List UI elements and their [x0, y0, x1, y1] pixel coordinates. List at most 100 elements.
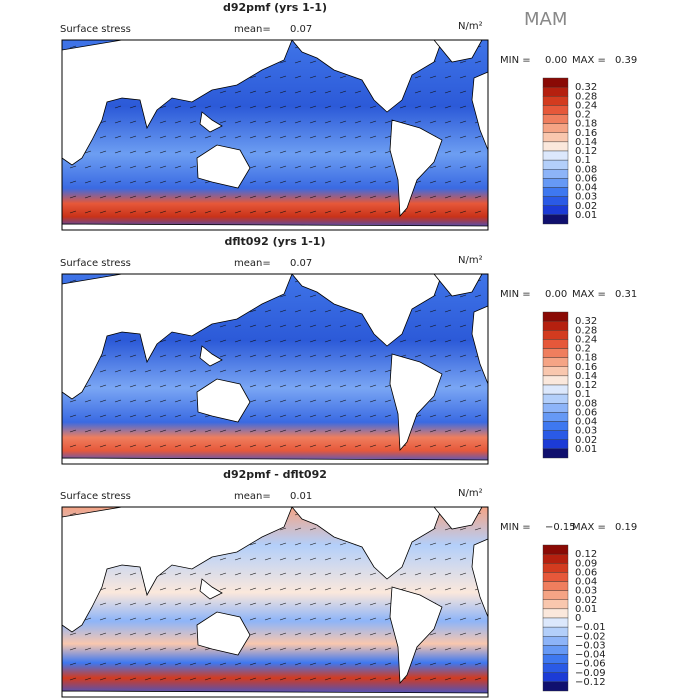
wind-vector: [354, 120, 362, 124]
wind-vector: [354, 195, 362, 199]
units: N/m²: [458, 488, 483, 499]
wind-vector: [204, 602, 212, 606]
wind-vector: [99, 399, 107, 403]
wind-vector: [189, 210, 197, 214]
wind-vector: [459, 429, 467, 433]
map: [61, 273, 489, 465]
wind-vector: [144, 647, 152, 651]
wind-vector: [309, 75, 317, 79]
wind-vector: [264, 105, 272, 109]
wind-vector: [339, 444, 347, 448]
wind-vector: [159, 210, 167, 214]
wind-vector: [444, 662, 452, 666]
wind-vector: [369, 180, 377, 184]
wind-vector: [324, 542, 332, 546]
wind-vector: [234, 602, 242, 606]
colorbar-swatch: [542, 205, 569, 216]
wind-vector: [444, 105, 452, 109]
wind-vector: [414, 210, 422, 214]
wind-vector: [114, 120, 122, 124]
colorbar-label: 0.03: [575, 586, 597, 597]
wind-vector: [219, 135, 227, 139]
wind-vector: [309, 384, 317, 388]
colorbar-label: 0.08: [575, 164, 597, 175]
colorbar-label: 0.06: [575, 567, 597, 578]
wind-vector: [114, 429, 122, 433]
wind-vector: [174, 384, 182, 388]
wind-vector: [129, 602, 137, 606]
colorbar-label: 0.2: [575, 344, 591, 355]
wind-vector: [309, 369, 317, 373]
wind-vector: [294, 399, 302, 403]
wind-vector: [294, 195, 302, 199]
wind-vector: [354, 557, 362, 561]
wind-vector: [459, 195, 467, 199]
map-frame: [61, 273, 489, 465]
wind-vector: [369, 150, 377, 154]
wind-vector: [264, 210, 272, 214]
wind-vector: [264, 444, 272, 448]
wind-vector: [204, 210, 212, 214]
colorbar-label: 0.02: [575, 201, 597, 212]
wind-vector: [339, 647, 347, 651]
wind-vector: [339, 195, 347, 199]
wind-vector: [279, 195, 287, 199]
wind-vector: [384, 354, 392, 358]
colorbar-swatch: [542, 123, 569, 133]
wind-vector: [324, 339, 332, 343]
subtitle: Surface stress: [60, 24, 131, 35]
wind-vector: [189, 587, 197, 591]
wind-vector: [444, 294, 452, 298]
wind-vector: [219, 120, 227, 124]
wind-vector: [414, 557, 422, 561]
wind-vector: [339, 399, 347, 403]
colorbar-label: 0.1: [575, 389, 591, 400]
wind-vector: [189, 384, 197, 388]
wind-vector: [234, 120, 242, 124]
wind-vector: [474, 399, 482, 403]
wind-vector: [189, 444, 197, 448]
colorbar-swatch: [542, 96, 569, 106]
colorbar-swatch: [542, 681, 569, 692]
wind-vector: [264, 662, 272, 666]
wind-vector: [459, 677, 467, 681]
colorbar-swatch: [542, 563, 569, 573]
wind-vector: [174, 354, 182, 358]
wind-vector: [234, 557, 242, 561]
wind-vector: [444, 632, 452, 636]
wind-vector: [264, 150, 272, 154]
wind-vector: [114, 587, 122, 591]
wind-vector: [264, 587, 272, 591]
wind-vector: [459, 647, 467, 651]
wind-vector: [474, 384, 482, 388]
wind-vector: [444, 150, 452, 154]
wind-vector: [354, 210, 362, 214]
wind-vector: [309, 354, 317, 358]
colorbar-label: 0: [575, 613, 581, 624]
wind-vector: [189, 165, 197, 169]
wind-vector: [309, 399, 317, 403]
wind-vector: [324, 195, 332, 199]
wind-vector: [339, 662, 347, 666]
wind-vector: [129, 354, 137, 358]
wind-vector: [339, 354, 347, 358]
wind-vector: [159, 195, 167, 199]
wind-vector: [324, 572, 332, 576]
wind-vector: [279, 60, 287, 64]
wind-vector: [279, 444, 287, 448]
wind-vector: [294, 60, 302, 64]
wind-vector: [99, 150, 107, 154]
wind-vector: [69, 512, 77, 516]
wind-vector: [189, 429, 197, 433]
wind-vector: [339, 557, 347, 561]
wind-vector: [369, 587, 377, 591]
wind-vector: [354, 572, 362, 576]
wind-vector: [189, 602, 197, 606]
wind-vector: [114, 105, 122, 109]
wind-vector: [309, 135, 317, 139]
wind-vector: [114, 617, 122, 621]
wind-vector: [339, 572, 347, 576]
wind-vector: [159, 677, 167, 681]
wind-vector: [429, 647, 437, 651]
wind-vector: [474, 444, 482, 448]
